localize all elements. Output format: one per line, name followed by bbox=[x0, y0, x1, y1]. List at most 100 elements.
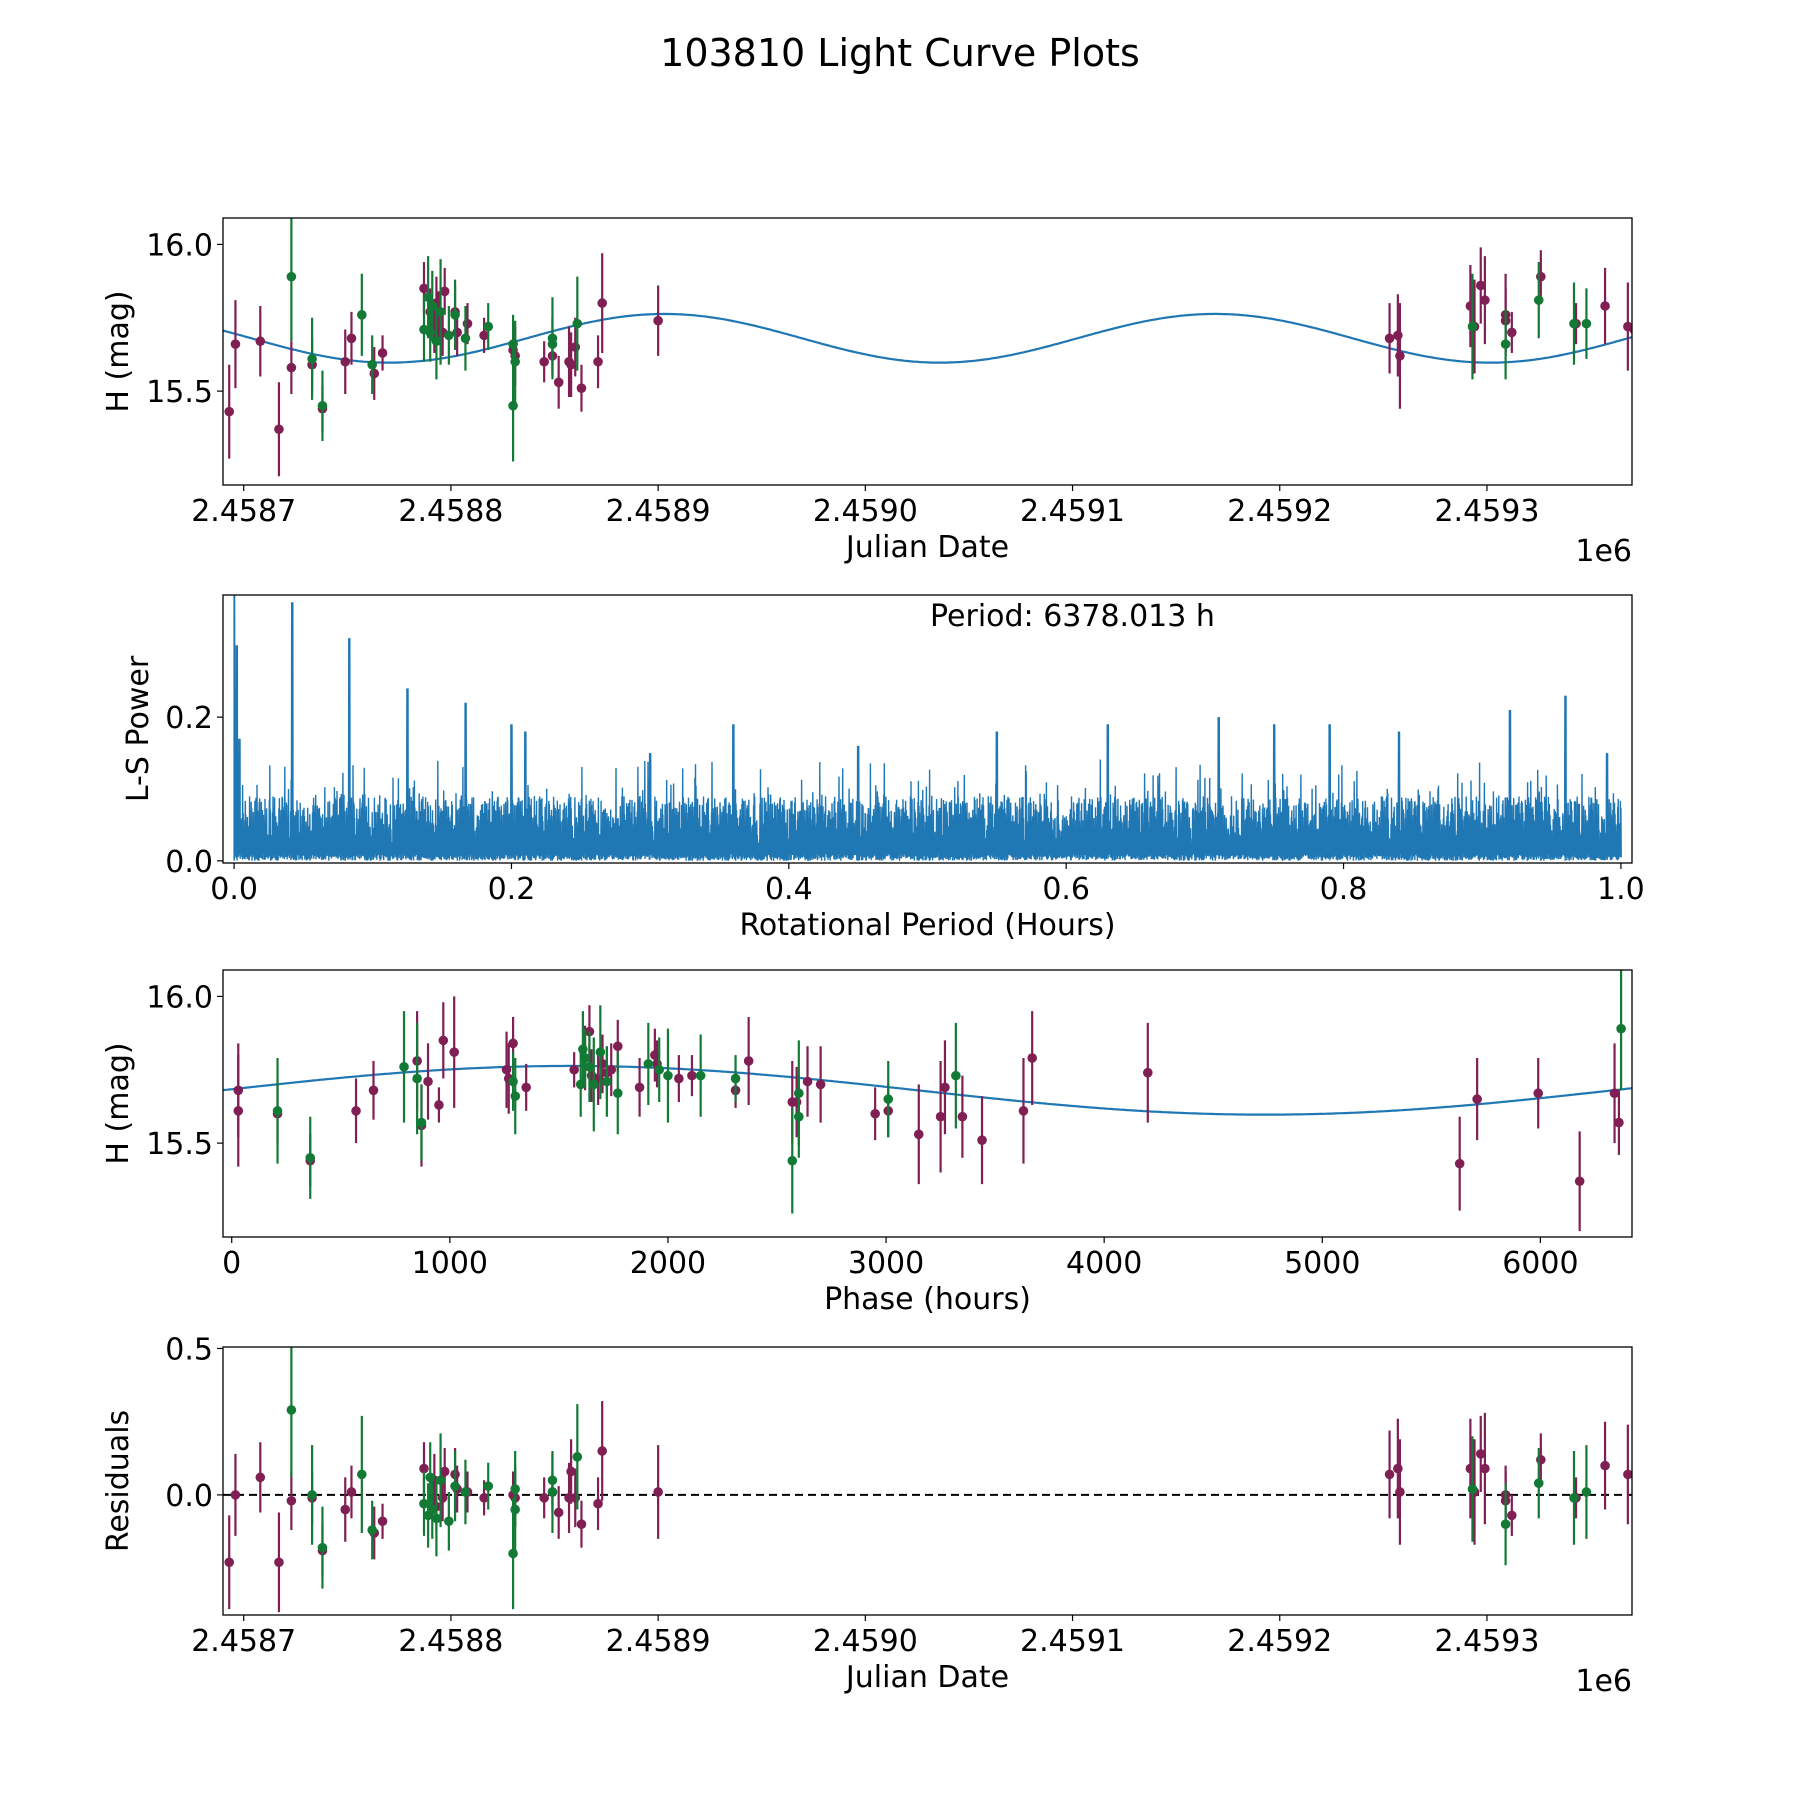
marker bbox=[1533, 295, 1544, 305]
marker bbox=[653, 315, 663, 326]
marker bbox=[1616, 1023, 1626, 1034]
data-point bbox=[449, 996, 459, 1108]
data-point bbox=[957, 1075, 968, 1158]
data-point bbox=[508, 350, 518, 462]
marker bbox=[566, 1466, 576, 1477]
marker bbox=[431, 1513, 442, 1524]
marker bbox=[437, 1493, 448, 1503]
marker bbox=[1454, 1158, 1465, 1169]
x-tick-label: 0.4 bbox=[765, 872, 813, 907]
plot-area bbox=[223, 970, 1632, 1232]
y-axis-label: H (mag) bbox=[101, 1042, 136, 1164]
marker bbox=[1475, 1449, 1486, 1459]
marker bbox=[419, 1498, 429, 1509]
marker bbox=[1600, 1460, 1610, 1471]
y-tick-label: 15.5 bbox=[146, 375, 213, 410]
axes-frame bbox=[222, 594, 1633, 864]
x-tick-label: 0.2 bbox=[488, 872, 536, 907]
data-point bbox=[1581, 1445, 1592, 1539]
series-series_b bbox=[286, 1347, 1592, 1610]
marker bbox=[508, 1076, 518, 1087]
data-point bbox=[1467, 273, 1478, 380]
marker bbox=[462, 318, 473, 329]
x-tick-label: 2.4587 bbox=[191, 1624, 296, 1659]
x-tick-label: 1.0 bbox=[1597, 872, 1645, 907]
data-point bbox=[377, 1503, 388, 1539]
marker bbox=[935, 1111, 946, 1122]
marker bbox=[602, 1076, 612, 1087]
marker bbox=[224, 406, 235, 417]
data-point bbox=[547, 1450, 558, 1533]
marker bbox=[425, 1472, 436, 1483]
plot-area bbox=[223, 218, 1632, 477]
marker bbox=[539, 1493, 549, 1503]
marker bbox=[1629, 325, 1632, 334]
data-point bbox=[870, 1087, 880, 1141]
data-point bbox=[1472, 1058, 1482, 1141]
marker bbox=[1467, 321, 1478, 332]
data-point bbox=[479, 317, 489, 353]
data-point bbox=[553, 1486, 564, 1539]
marker bbox=[508, 1548, 518, 1559]
marker bbox=[399, 1062, 409, 1072]
marker bbox=[913, 1129, 924, 1140]
x-offset-label: 1e6 bbox=[1575, 534, 1632, 569]
y-tick-label: 16.0 bbox=[146, 228, 213, 263]
marker bbox=[572, 1452, 583, 1462]
data-point bbox=[286, 341, 297, 395]
marker bbox=[802, 1076, 813, 1087]
marker bbox=[612, 1088, 623, 1099]
data-point bbox=[663, 1028, 673, 1123]
data-point bbox=[584, 1031, 595, 1103]
data-point bbox=[1536, 250, 1546, 304]
data-point bbox=[597, 253, 607, 353]
x-tick-label: 4000 bbox=[1066, 1246, 1142, 1281]
marker bbox=[449, 1047, 459, 1057]
x-tick-label: 2.4593 bbox=[1434, 1624, 1539, 1659]
marker bbox=[357, 310, 367, 320]
y-tick-label: 16.0 bbox=[146, 980, 213, 1015]
panel-phased: 0 1000 2000 3000 4000 5000 6000 15.5 16.0 Phase (… bbox=[101, 969, 1633, 1317]
plot-area bbox=[233, 595, 1622, 861]
data-point bbox=[566, 332, 576, 397]
marker bbox=[286, 271, 297, 282]
marker bbox=[1500, 1519, 1511, 1530]
data-point bbox=[307, 1445, 317, 1545]
data-point bbox=[286, 1347, 297, 1478]
marker bbox=[597, 1446, 607, 1456]
marker bbox=[1142, 1067, 1153, 1078]
marker bbox=[450, 1481, 460, 1491]
data-point bbox=[572, 276, 583, 371]
data-point bbox=[1395, 303, 1405, 409]
marker bbox=[1533, 1088, 1544, 1099]
marker bbox=[553, 1507, 564, 1518]
period-annotation: Period: 6378.013 h bbox=[930, 599, 1215, 634]
marker bbox=[438, 1035, 449, 1046]
marker bbox=[508, 400, 518, 411]
data-point bbox=[274, 1512, 284, 1613]
x-tick-label: 0 bbox=[222, 1246, 241, 1281]
marker bbox=[794, 1111, 804, 1122]
data-point bbox=[1581, 288, 1592, 359]
data-point bbox=[1623, 1424, 1632, 1525]
marker bbox=[416, 1117, 427, 1128]
marker bbox=[419, 1463, 429, 1474]
x-axis-label: Phase (hours) bbox=[824, 1282, 1031, 1317]
marker bbox=[653, 1487, 663, 1497]
marker bbox=[286, 1405, 297, 1415]
marker bbox=[1574, 1176, 1585, 1187]
panel-residuals: 2.4587 2.4588 2.4589 2.4590 2.4591 2.4592 2.45… bbox=[101, 1332, 1633, 1699]
data-point bbox=[305, 1116, 316, 1199]
data-point bbox=[367, 335, 377, 395]
marker bbox=[431, 336, 442, 347]
marker bbox=[317, 1542, 328, 1553]
data-point bbox=[695, 1034, 706, 1117]
marker bbox=[439, 286, 450, 297]
marker bbox=[791, 1097, 802, 1107]
x-tick-label: 2.4590 bbox=[813, 1624, 918, 1659]
data-point bbox=[483, 303, 494, 351]
series-series_a bbox=[233, 996, 1624, 1232]
data-point bbox=[572, 1404, 583, 1510]
data-point bbox=[1480, 256, 1490, 345]
